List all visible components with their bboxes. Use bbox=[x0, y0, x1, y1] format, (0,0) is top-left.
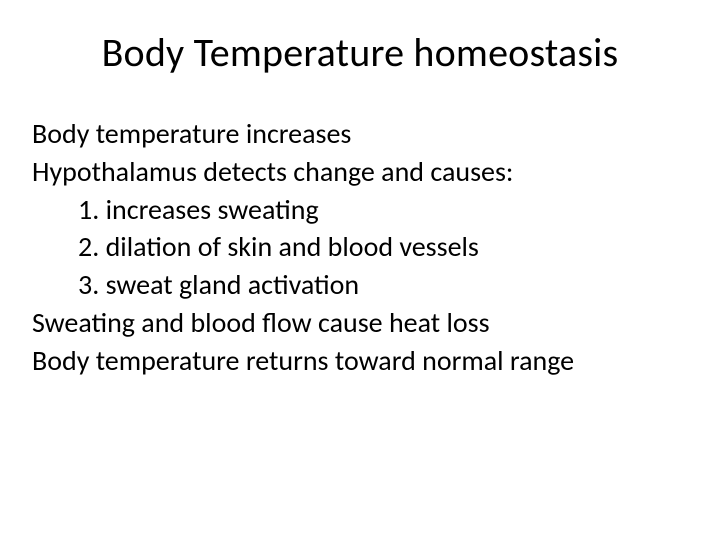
body-line: Hypothalamus detects change and causes: bbox=[32, 153, 690, 191]
body-line: Body temperature returns toward normal r… bbox=[32, 342, 690, 380]
slide-title: Body Temperature homeostasis bbox=[30, 28, 690, 77]
body-line: Sweating and blood flow cause heat loss bbox=[32, 304, 690, 342]
slide: Body Temperature homeostasis Body temper… bbox=[0, 0, 720, 540]
slide-body: Body temperature increases Hypothalamus … bbox=[30, 115, 690, 380]
list-item: 3. sweat gland activation bbox=[32, 266, 690, 304]
list-item: 2. dilation of skin and blood vessels bbox=[32, 228, 690, 266]
body-line: Body temperature increases bbox=[32, 115, 690, 153]
list-item: 1. increases sweating bbox=[32, 191, 690, 229]
